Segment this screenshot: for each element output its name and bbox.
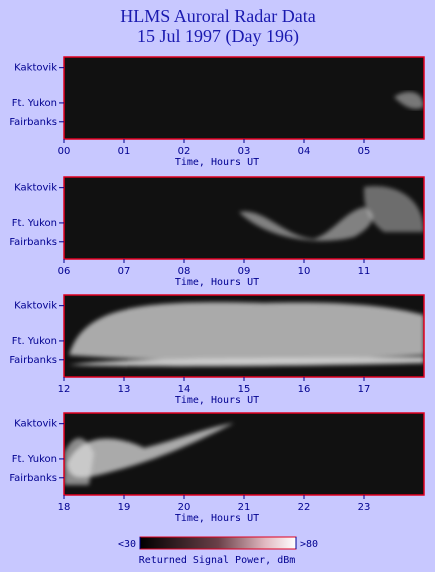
echo xyxy=(364,186,424,232)
echo xyxy=(64,438,94,485)
panel-image xyxy=(64,57,424,139)
x-tick-label: 09 xyxy=(238,266,251,277)
x-tick-label: 07 xyxy=(118,266,131,277)
x-tick-label: 05 xyxy=(358,146,371,157)
x-tick-label: 14 xyxy=(178,384,191,395)
y-label: Ft. Yukon xyxy=(12,454,57,465)
radar-echoes xyxy=(64,423,234,485)
echo xyxy=(394,91,424,109)
x-tick-label: 17 xyxy=(358,384,371,395)
x-label: Time, Hours UT xyxy=(175,157,259,168)
echo xyxy=(69,302,424,361)
x-tick-label: 01 xyxy=(118,146,131,157)
x-label: Time, Hours UT xyxy=(175,395,259,406)
x-tick-label: 12 xyxy=(58,384,71,395)
y-label: Kaktovik xyxy=(14,183,57,194)
echo xyxy=(67,423,234,478)
x-tick-label: 00 xyxy=(58,146,71,157)
y-label: Fairbanks xyxy=(9,117,57,128)
x-tick-label: 16 xyxy=(298,384,311,395)
x-tick-label: 22 xyxy=(298,502,311,513)
x-tick-label: 20 xyxy=(178,502,191,513)
colorbar xyxy=(139,536,297,550)
radar-echoes xyxy=(239,186,424,241)
y-label: Ft. Yukon xyxy=(12,336,57,347)
radar-echoes xyxy=(394,91,424,109)
y-label: Ft. Yukon xyxy=(12,218,57,229)
x-tick-label: 11 xyxy=(358,266,371,277)
x-tick-label: 13 xyxy=(118,384,131,395)
y-label: Ft. Yukon xyxy=(12,98,57,109)
x-tick-label: 03 xyxy=(238,146,251,157)
y-label: Kaktovik xyxy=(14,419,57,430)
colorbar-label: >80 xyxy=(300,539,318,550)
subtitle: 15 Jul 1997 (Day 196) xyxy=(137,26,299,47)
x-tick-label: 10 xyxy=(298,266,311,277)
x-label: Time, Hours UT xyxy=(175,513,259,524)
y-label: Fairbanks xyxy=(9,473,57,484)
colorbar-title: Returned Signal Power, dBm xyxy=(139,555,296,566)
echo xyxy=(239,207,373,241)
x-tick-label: 02 xyxy=(178,146,191,157)
x-tick-label: 08 xyxy=(178,266,191,277)
colorbar-label: <30 xyxy=(118,539,136,550)
y-label: Fairbanks xyxy=(9,355,57,366)
x-tick-label: 04 xyxy=(298,146,311,157)
y-label: Kaktovik xyxy=(14,301,57,312)
y-label: Fairbanks xyxy=(9,237,57,248)
x-tick-label: 18 xyxy=(58,502,71,513)
x-tick-label: 15 xyxy=(238,384,251,395)
y-label: Kaktovik xyxy=(14,63,57,74)
x-tick-label: 19 xyxy=(118,502,131,513)
x-tick-label: 06 xyxy=(58,266,71,277)
x-tick-label: 23 xyxy=(358,502,371,513)
title: HLMS Auroral Radar Data xyxy=(120,6,315,26)
radar-echoes xyxy=(69,302,424,367)
echo xyxy=(69,357,424,367)
x-label: Time, Hours UT xyxy=(175,277,259,288)
x-tick-label: 21 xyxy=(238,502,251,513)
